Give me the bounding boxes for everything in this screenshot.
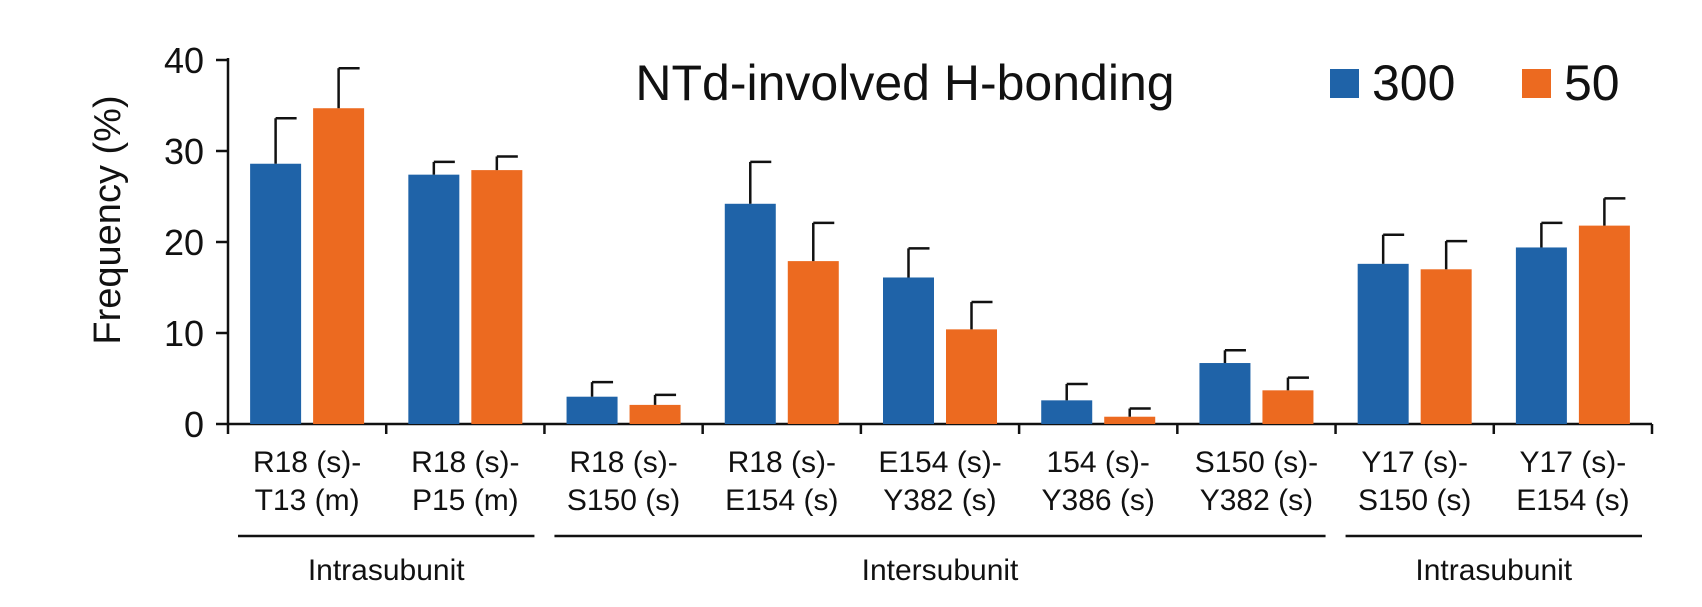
group-label-0: Intrasubunit (308, 554, 465, 587)
bar-50-2 (629, 404, 681, 424)
group-label-2: Intrasubunit (1415, 554, 1572, 587)
category-label-4-1: Y382 (s) (883, 484, 996, 517)
bar-50-4 (946, 329, 997, 424)
bar-300-8 (1515, 247, 1567, 424)
category-label-5-1: Y386 (s) (1042, 484, 1155, 517)
y-tick-label: 10 (164, 313, 204, 354)
plot-area: 0 10 20 30 40 R18 (s)- T13 (m) R18 (s)- P15 (m) R… (164, 40, 1654, 587)
bar-50-6 (1262, 390, 1314, 424)
category-label-2-0: R18 (s)- (569, 446, 677, 479)
bar-300-2 (566, 396, 618, 424)
category-label-0-1: T13 (m) (255, 484, 360, 517)
legend: 300 50 (1330, 55, 1620, 111)
category-label-8-1: E154 (s) (1516, 484, 1629, 517)
category-label-7-0: Y17 (s)- (1361, 446, 1468, 479)
y-tick-label: 40 (164, 40, 204, 81)
legend-label-50: 50 (1564, 55, 1620, 111)
category-label-3-1: E154 (s) (725, 484, 838, 517)
group-label-1: Intersubunit (862, 554, 1019, 587)
y-tick-label: 30 (164, 131, 204, 172)
bar-300-7 (1357, 263, 1409, 424)
bar-300-5 (1041, 400, 1093, 424)
category-label-4-0: E154 (s)- (878, 446, 1001, 479)
bar-50-1 (471, 170, 523, 424)
y-tick-label: 0 (184, 404, 204, 445)
category-label-0-0: R18 (s)- (253, 446, 361, 479)
category-label-1-0: R18 (s)- (411, 446, 519, 479)
legend-swatch-300 (1330, 69, 1359, 98)
bar-50-7 (1420, 269, 1472, 424)
bar-300-6 (1199, 363, 1251, 424)
category-label-5-0: 154 (s)- (1047, 446, 1150, 479)
y-tick-label: 20 (164, 222, 204, 263)
y-axis-label: Frequency (%) (87, 95, 129, 344)
category-label-6-0: S150 (s)- (1195, 446, 1318, 479)
bar-50-0 (313, 108, 365, 424)
chart-title: NTd-involved H-bonding (635, 55, 1174, 111)
legend-label-300: 300 (1372, 55, 1455, 111)
legend-swatch-50 (1522, 69, 1551, 98)
category-label-8-0: Y17 (s)- (1520, 446, 1627, 479)
bar-300-0 (250, 163, 302, 425)
category-label-6-1: Y382 (s) (1200, 484, 1313, 517)
category-label-7-1: S150 (s) (1358, 484, 1471, 517)
bar-300-3 (724, 203, 776, 424)
category-label-1-1: P15 (m) (412, 484, 519, 517)
bar-50-5 (1104, 416, 1156, 424)
bar-300-4 (883, 277, 934, 424)
bar-50-8 (1578, 225, 1630, 424)
bar-300-1 (408, 174, 460, 424)
category-label-2-1: S150 (s) (567, 484, 680, 517)
category-label-3-0: R18 (s)- (728, 446, 836, 479)
bar-50-3 (787, 261, 839, 424)
